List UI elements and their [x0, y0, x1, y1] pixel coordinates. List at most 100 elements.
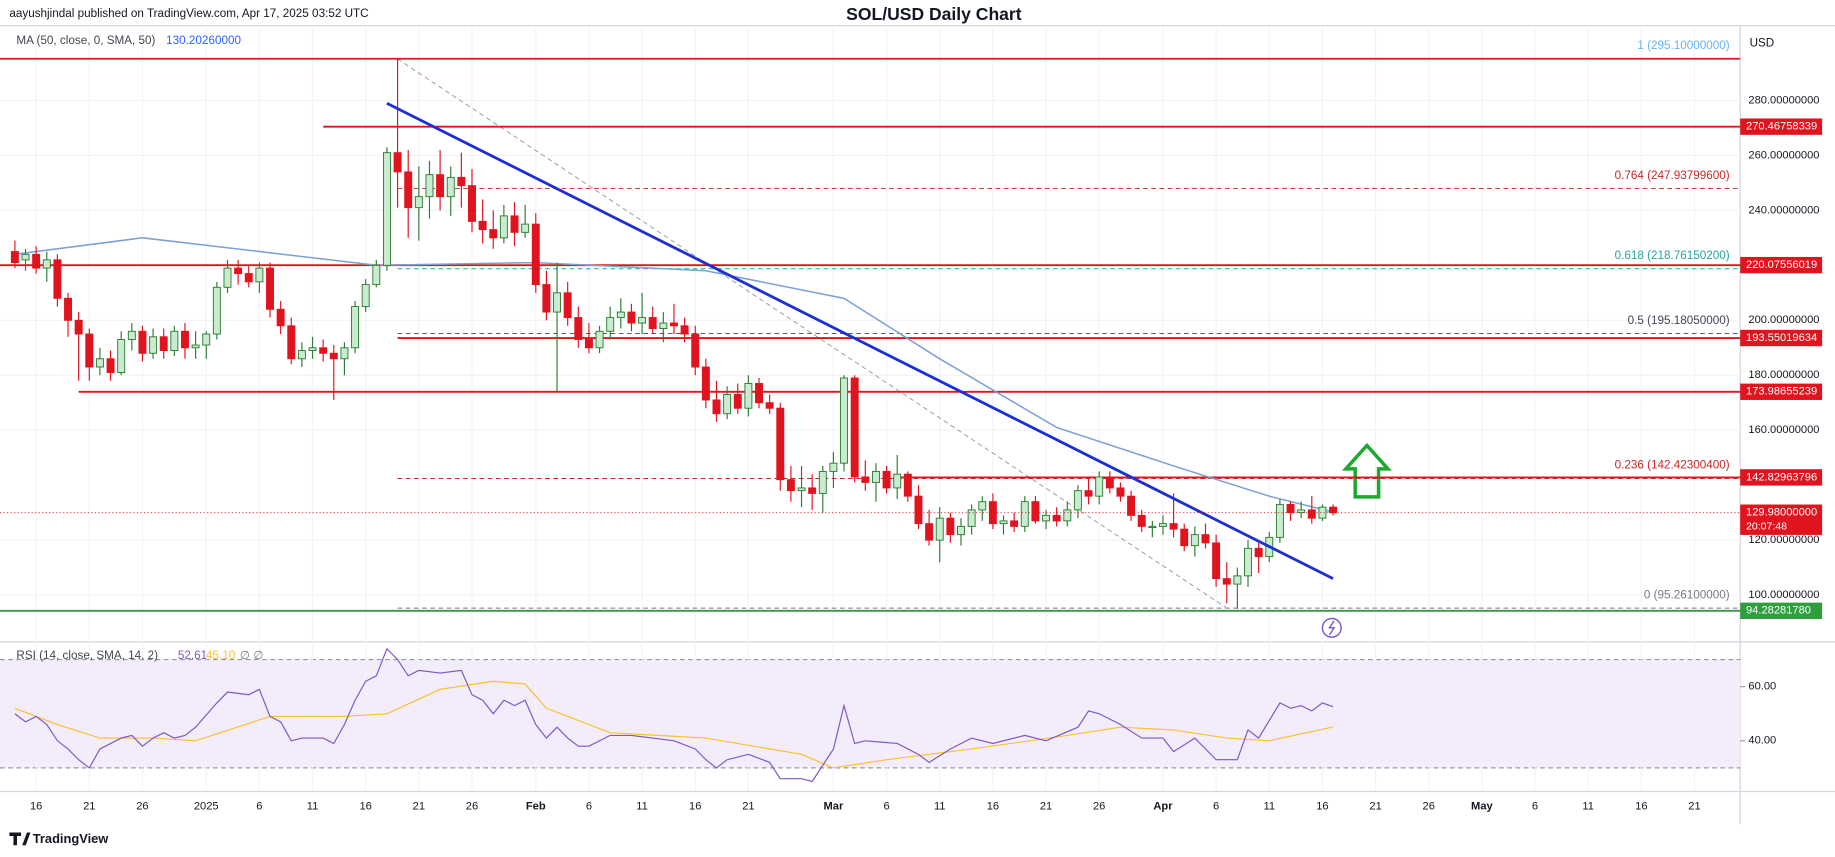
up-arrow	[1341, 442, 1392, 499]
price-label-box	[1740, 118, 1823, 135]
candle-body	[776, 407, 785, 481]
candle-body	[1286, 503, 1295, 514]
x-tick-label: 21	[742, 801, 754, 813]
candle-body	[925, 523, 934, 541]
countdown: 20:07:48	[1746, 521, 1787, 533]
x-tick-label: 16	[360, 801, 372, 813]
candle-body	[489, 229, 498, 239]
candle-body	[531, 223, 540, 286]
last-price-label: 129.98000000	[1746, 507, 1817, 519]
candle-body	[1329, 506, 1338, 514]
rsi-ma-value: 45.10	[206, 649, 236, 662]
candle-body	[393, 152, 402, 173]
price-label: 94.28281780	[1746, 605, 1811, 617]
candle-body	[1233, 575, 1242, 585]
x-tick-label: 6	[883, 801, 889, 813]
candle-body	[957, 525, 965, 536]
candle-body	[1084, 490, 1093, 497]
x-tick-label: May	[1471, 801, 1493, 813]
x-tick-label: 21	[413, 801, 425, 813]
x-tick-label: 21	[1040, 801, 1052, 813]
x-tick-label: 2025	[194, 801, 219, 813]
candle-body	[1158, 523, 1167, 527]
candle-body	[1201, 534, 1210, 544]
ma-line	[14, 237, 1334, 513]
price-label: 270.46758339	[1746, 121, 1817, 133]
candle-body	[1190, 534, 1199, 547]
price-label: 142.82963796	[1746, 471, 1817, 483]
price-label-box	[1740, 469, 1823, 486]
x-tick-label: 11	[307, 801, 319, 813]
candle-body	[712, 399, 721, 415]
x-tick-label: 6	[1532, 801, 1538, 813]
candle-body	[1031, 501, 1040, 522]
candle-body	[563, 292, 572, 319]
candle-body	[967, 509, 976, 527]
candle-body	[840, 377, 849, 464]
candle-body	[159, 336, 168, 351]
candle-body	[1169, 523, 1178, 530]
candle-body	[744, 383, 753, 409]
candle-body	[382, 152, 391, 266]
candle-body	[266, 267, 274, 310]
candle-body	[1307, 509, 1316, 519]
chart-title: SOL/USD Daily Chart	[846, 4, 1022, 24]
x-tick-label: 6	[1213, 801, 1219, 813]
candle-body	[1116, 487, 1125, 497]
candle-body	[1073, 490, 1082, 511]
candle-body	[244, 273, 253, 283]
x-tick-label: 21	[1369, 801, 1381, 813]
candle-body	[510, 215, 519, 233]
candle-body	[1297, 509, 1306, 514]
candle-body	[85, 333, 94, 368]
candle-body	[999, 520, 1008, 525]
rsi-ma-line	[14, 680, 1334, 769]
candle-body	[935, 517, 944, 541]
candle-body	[106, 358, 115, 373]
x-tick-label: 26	[466, 801, 478, 813]
price-label-box	[1740, 329, 1823, 347]
candle-body	[117, 339, 126, 373]
candle-body	[287, 325, 296, 360]
candle-body	[74, 319, 83, 335]
x-tick-label: 16	[689, 801, 701, 813]
candle-body	[659, 322, 668, 330]
candle-body	[723, 394, 732, 415]
x-tick-label: 11	[1264, 801, 1276, 813]
candle-body	[95, 358, 104, 368]
x-tick-label: 26	[1423, 801, 1435, 813]
candle-body	[850, 377, 859, 478]
candle-body	[988, 501, 997, 525]
candle-body	[1095, 476, 1104, 497]
candle-body	[127, 330, 136, 341]
candle-body	[308, 347, 317, 351]
candle-body	[574, 317, 583, 341]
candle-body	[1010, 520, 1019, 527]
candle-body	[212, 286, 221, 335]
ma-value: 130.20260000	[166, 34, 241, 47]
candle-body	[893, 473, 902, 489]
candle-body	[499, 215, 508, 239]
x-tick-label: 11	[1582, 801, 1594, 813]
candle-body	[691, 333, 700, 368]
candle-body	[446, 176, 455, 198]
candle-body	[1275, 503, 1284, 538]
candle-body	[903, 473, 912, 497]
candle-body	[457, 176, 466, 187]
candle-body	[1105, 476, 1114, 489]
candle-body	[818, 470, 827, 494]
candle-body	[1180, 528, 1189, 547]
candle-body	[478, 220, 487, 231]
candle-body	[297, 350, 306, 360]
fib-label: 1 (295.10000000)	[1637, 39, 1729, 52]
x-tick-label: 26	[136, 801, 148, 813]
y-tick-label: 160.00000000	[1748, 424, 1819, 436]
brand: TradingView	[33, 831, 110, 846]
candle-body	[1254, 547, 1263, 558]
x-tick-label: Feb	[526, 801, 546, 813]
replay-icon	[1321, 617, 1342, 638]
candle-body	[319, 347, 328, 354]
panes	[0, 25, 1835, 825]
